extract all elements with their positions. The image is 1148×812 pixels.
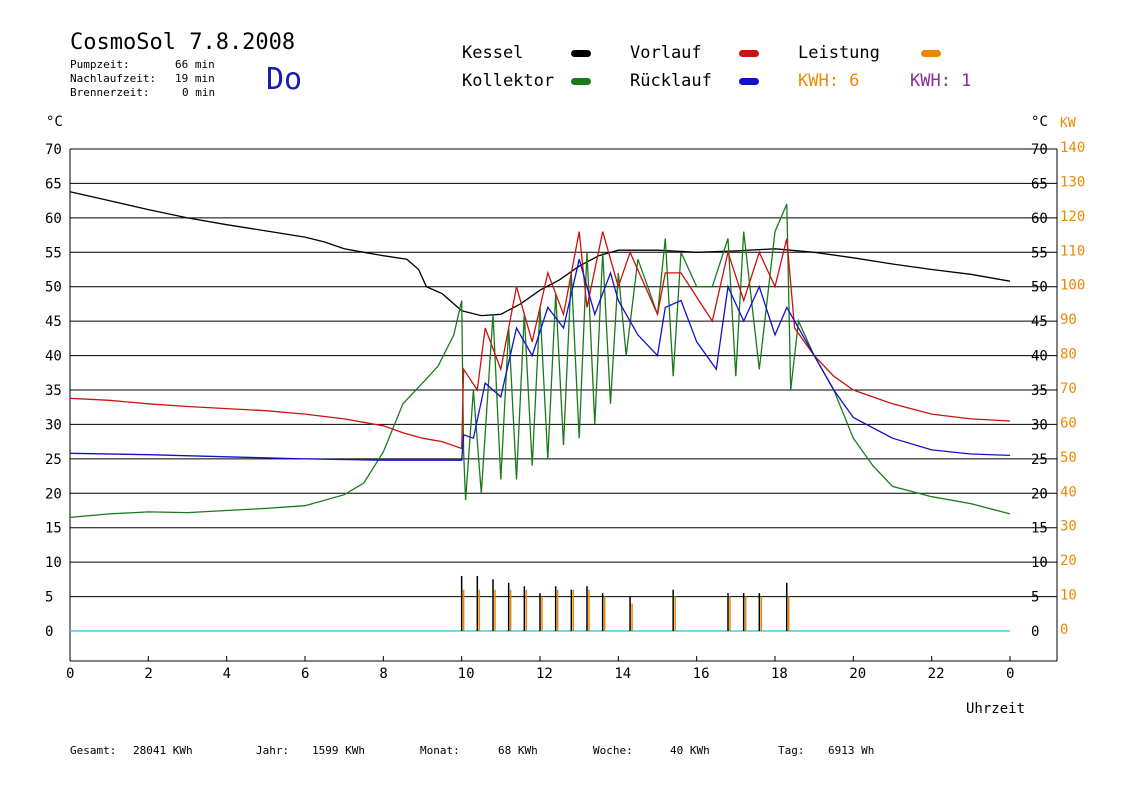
y-tick-label: 40 [45, 349, 62, 365]
footer-tag-value: 6913 Wh [828, 744, 875, 757]
legend-leistung-swatch [921, 50, 941, 57]
y2-tick-label: 10 [1060, 588, 1077, 604]
x-tick-label: 0 [66, 666, 74, 682]
y-tick-label-right: 15 [1031, 521, 1048, 537]
footer-woche-label: Woche: [593, 744, 633, 757]
y2-tick-label: 100 [1060, 278, 1085, 294]
x-tick-label: 0 [1006, 666, 1014, 682]
stat-label-nachlaufzeit: Nachlaufzeit: [70, 72, 157, 85]
y2-tick-label: 50 [1060, 450, 1077, 466]
stat-label-pumpzeit: Pumpzeit: [70, 58, 130, 71]
y-tick-label-right: 30 [1031, 417, 1048, 433]
legend-ruecklauf-label: Rücklauf [630, 71, 712, 91]
x-tick-label: 10 [458, 666, 475, 682]
y-tick-label: 5 [45, 590, 53, 606]
y-tick-label-right: 55 [1031, 245, 1048, 261]
footer-jahr-label: Jahr: [256, 744, 290, 757]
stat-label-brennerzeit: Brennerzeit: [70, 86, 150, 99]
y-tick-label-right: 65 [1031, 176, 1048, 192]
stat-value-pumpzeit: 66 min [175, 58, 215, 71]
x-tick-label: 18 [771, 666, 788, 682]
stat-value-brennerzeit: 0 min [182, 86, 216, 99]
y-tick-label-right: 5 [1031, 590, 1039, 606]
x-tick-label: 2 [144, 666, 152, 682]
x-axis-label: Uhrzeit [966, 701, 1026, 717]
y2-tick-label: 30 [1060, 519, 1077, 535]
footer-woche-value: 40 KWh [670, 744, 710, 757]
ruecklauf-line [69, 259, 1011, 461]
y-tick-label: 65 [45, 176, 62, 192]
x-tick-label: 16 [693, 666, 710, 682]
y2-tick-label: 0 [1060, 622, 1068, 638]
y2-tick-label: 70 [1060, 381, 1077, 397]
y-tick-label-right: 60 [1031, 211, 1048, 227]
x-tick-label: 8 [379, 666, 387, 682]
stat-value-nachlaufzeit: 19 min [175, 72, 215, 85]
y-tick-label: 70 [45, 142, 62, 158]
y2-tick-label: 90 [1060, 312, 1077, 328]
y-tick-label: 50 [45, 280, 62, 296]
legend-kwh-orange: KWH: 6 [798, 71, 860, 91]
legend-vorlauf-label: Vorlauf [630, 43, 702, 63]
y-tick-label: 10 [45, 555, 62, 571]
chart-title: CosmoSol 7.8.2008 [70, 30, 296, 55]
y-tick-label-right: 25 [1031, 452, 1048, 468]
y-tick-label-right: 40 [1031, 349, 1048, 365]
y-tick-label: 35 [45, 383, 62, 399]
y2-tick-label: 110 [1060, 243, 1085, 259]
y-tick-label: 55 [45, 245, 62, 261]
y2-tick-label: 40 [1060, 484, 1077, 500]
y2-tick-label: 20 [1060, 553, 1077, 569]
legend-kollektor-label: Kollektor [462, 71, 555, 91]
vorlauf-line [69, 231, 1011, 450]
legend-kessel-label: Kessel [462, 43, 524, 63]
legend-ruecklauf-swatch [739, 78, 759, 85]
y-tick-label-right: 70 [1031, 142, 1048, 158]
kessel-line [69, 191, 1011, 317]
x-tick-label: 20 [849, 666, 866, 682]
footer-monat-value: 68 KWh [498, 744, 538, 757]
legend-vorlauf-swatch [739, 50, 759, 57]
footer-jahr-value: 1599 KWh [312, 744, 365, 757]
legend-kwh-purple: KWH: 1 [910, 71, 972, 91]
y-tick-label: 60 [45, 211, 62, 227]
y-tick-label: 0 [45, 624, 53, 640]
y-tick-label: 15 [45, 521, 62, 537]
y-tick-label-right: 10 [1031, 555, 1048, 571]
right-axis-unit: °C [1031, 114, 1048, 130]
legend-leistung-label: Leistung [798, 43, 880, 63]
y2-tick-label: 140 [1060, 140, 1085, 156]
x-tick-label: 4 [223, 666, 231, 682]
x-tick-label: 14 [614, 666, 631, 682]
y-tick-label-right: 35 [1031, 383, 1048, 399]
footer-gesamt-value: 28041 KWh [133, 744, 193, 757]
right-axis-unit-kw: KW [1060, 116, 1076, 131]
y-tick-label-right: 45 [1031, 314, 1048, 330]
y-tick-label-right: 0 [1031, 624, 1039, 640]
y2-tick-label: 80 [1060, 347, 1077, 363]
footer-monat-label: Monat: [420, 744, 460, 757]
y2-tick-label: 130 [1060, 174, 1085, 190]
y-tick-label: 25 [45, 452, 62, 468]
x-tick-label: 12 [536, 666, 553, 682]
legend-kollektor-swatch [571, 78, 591, 85]
footer-gesamt-label: Gesamt: [70, 744, 117, 757]
y-tick-label: 20 [45, 486, 62, 502]
y2-tick-label: 120 [1060, 209, 1085, 225]
legend-kessel-swatch [571, 50, 591, 57]
weekday-label: Do [266, 62, 303, 97]
x-tick-label: 22 [928, 666, 945, 682]
left-axis-unit: °C [46, 114, 63, 130]
y2-tick-label: 60 [1060, 415, 1077, 431]
y-tick-label-right: 20 [1031, 486, 1048, 502]
y-tick-label: 30 [45, 417, 62, 433]
kollektor-line [69, 203, 1011, 519]
x-tick-label: 6 [301, 666, 309, 682]
y-tick-label-right: 50 [1031, 280, 1048, 296]
y-tick-label: 45 [45, 314, 62, 330]
footer-tag-label: Tag: [778, 744, 805, 757]
